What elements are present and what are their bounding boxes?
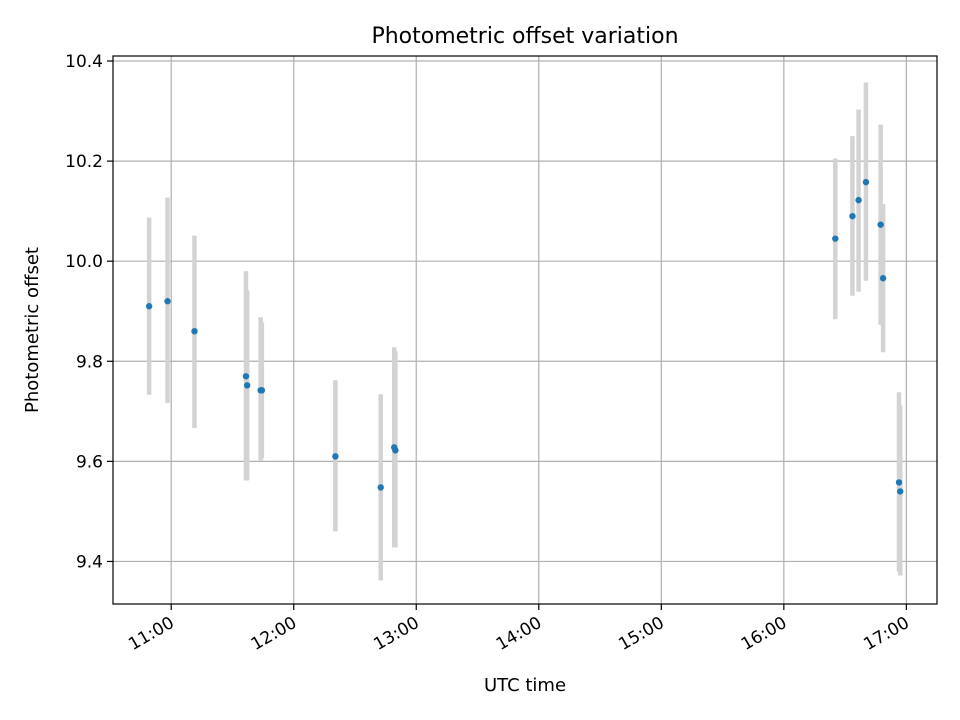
data-point xyxy=(832,235,839,242)
y-tick-label: 9.4 xyxy=(76,552,103,572)
x-axis-label: UTC time xyxy=(484,675,566,696)
x-tick-label: 15:00 xyxy=(615,613,667,655)
data-point xyxy=(145,303,153,310)
data-point xyxy=(849,212,856,220)
y-axis-label: Photometric offset xyxy=(22,247,43,413)
x-tick-label: 11:00 xyxy=(125,613,177,655)
y-tick-label: 9.8 xyxy=(76,352,103,372)
data-point xyxy=(258,387,266,394)
y-tick-label: 10.0 xyxy=(65,252,103,272)
grid xyxy=(113,56,937,604)
x-tick-label: 13:00 xyxy=(370,613,422,655)
data-point xyxy=(392,447,399,454)
data-point xyxy=(879,275,887,282)
data-point xyxy=(191,328,198,335)
data-point xyxy=(242,373,250,380)
data-point xyxy=(897,488,904,495)
x-tick-label: 17:00 xyxy=(860,613,912,655)
data-point xyxy=(243,382,251,389)
x-tick-label: 14:00 xyxy=(493,613,545,655)
data-point xyxy=(377,484,384,491)
data-point xyxy=(877,221,884,228)
y-tick-label: 10.4 xyxy=(65,52,103,72)
y-tick-label: 9.6 xyxy=(76,452,103,472)
x-tick-label: 16:00 xyxy=(738,613,790,655)
data-point xyxy=(164,298,171,305)
plot-frame xyxy=(112,55,938,605)
data-point xyxy=(862,178,870,186)
chart-title: Photometric offset variation xyxy=(371,24,678,49)
x-tick-label: 12:00 xyxy=(248,613,300,655)
data-points xyxy=(145,178,904,495)
data-point xyxy=(855,196,862,204)
data-point xyxy=(332,453,339,460)
y-tick-label: 10.2 xyxy=(65,152,103,172)
error-bars xyxy=(146,82,903,581)
data-point xyxy=(895,479,903,486)
